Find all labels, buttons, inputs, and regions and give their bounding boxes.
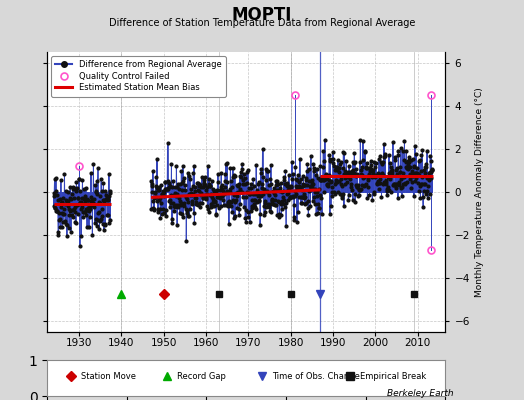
Text: MOPTI: MOPTI: [232, 6, 292, 24]
Text: 1950: 1950: [150, 338, 177, 348]
Text: Station Move: Station Move: [81, 372, 136, 381]
Text: 1990: 1990: [320, 338, 346, 348]
Text: Record Gap: Record Gap: [177, 372, 225, 381]
Text: 2000: 2000: [363, 338, 389, 348]
Y-axis label: Monthly Temperature Anomaly Difference (°C): Monthly Temperature Anomaly Difference (…: [475, 87, 484, 297]
Text: Time of Obs. Change: Time of Obs. Change: [272, 372, 360, 381]
Text: 1940: 1940: [108, 338, 135, 348]
Text: Berkeley Earth: Berkeley Earth: [387, 389, 453, 398]
Text: 1970: 1970: [235, 338, 261, 348]
Text: 1930: 1930: [66, 338, 92, 348]
Legend: Difference from Regional Average, Quality Control Failed, Estimated Station Mean: Difference from Regional Average, Qualit…: [51, 56, 226, 96]
Text: Empirical Break: Empirical Break: [360, 372, 426, 381]
Text: 1980: 1980: [278, 338, 304, 348]
Text: 1960: 1960: [193, 338, 219, 348]
Text: 2010: 2010: [405, 338, 431, 348]
Text: Difference of Station Temperature Data from Regional Average: Difference of Station Temperature Data f…: [109, 18, 415, 28]
